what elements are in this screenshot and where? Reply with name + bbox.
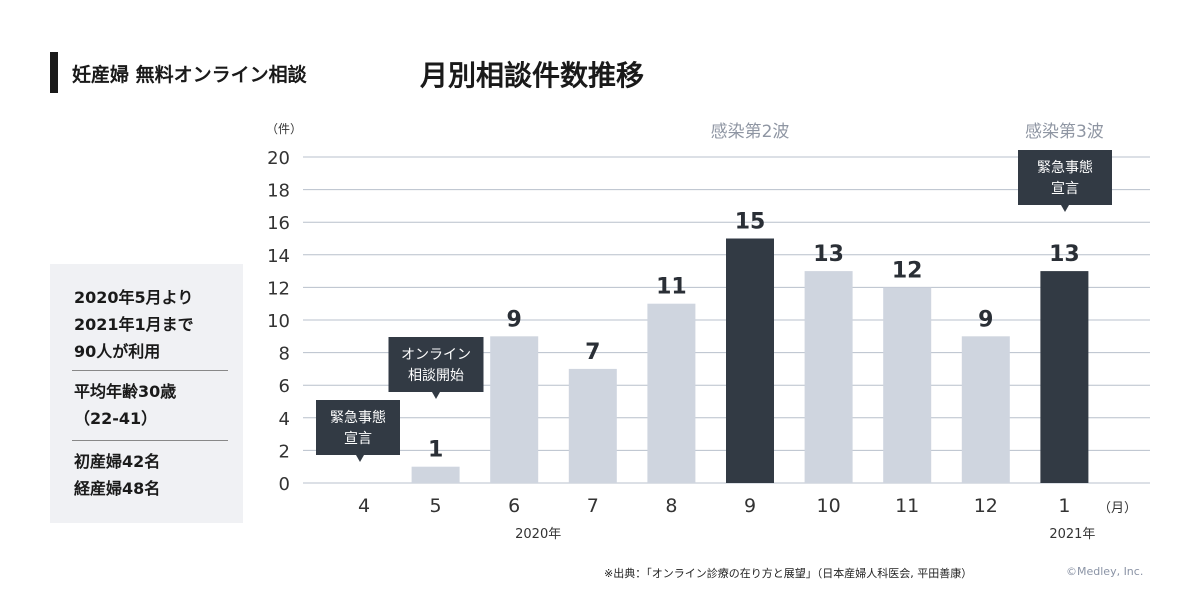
value-label: 11 <box>656 275 687 300</box>
callout-pointer <box>1061 205 1069 212</box>
x-tick-label: 10 <box>817 495 841 517</box>
title-accent-bar <box>50 52 58 93</box>
x-tick-label: 6 <box>508 495 520 517</box>
summary-births: 初産婦42名 経産婦48名 <box>74 452 161 498</box>
summary-panel: 2020年5月より 2021年1月まで 90人が利用 平均年齢30歳 （22-4… <box>50 264 243 523</box>
divider <box>72 440 228 441</box>
year-label: 2021年 <box>1049 527 1095 542</box>
y-tick-label: 10 <box>267 311 290 332</box>
y-tick-label: 2 <box>279 441 290 462</box>
bar-8 <box>647 303 696 483</box>
x-tick-label: 8 <box>665 495 677 517</box>
wave-label: 感染第3波 <box>1025 122 1104 142</box>
value-label: 13 <box>1049 242 1080 267</box>
value-label: 9 <box>978 307 993 332</box>
y-tick-label: 8 <box>279 344 290 365</box>
y-axis-unit: （件） <box>266 122 302 136</box>
x-tick-label: 11 <box>895 495 919 517</box>
x-tick-label: 5 <box>430 495 442 517</box>
x-tick-label: 12 <box>974 495 998 517</box>
source-note: ※出典：「オンライン診療の在り方と展望」（日本産婦人科医会, 平田善康） <box>604 567 973 580</box>
value-label: 9 <box>507 307 522 332</box>
page-title: 月別相談件数推移 <box>420 59 645 92</box>
bar-9 <box>726 238 774 483</box>
callout-text: オンライン <box>401 347 471 363</box>
y-tick-label: 20 <box>267 148 290 169</box>
page-subtitle: 妊産婦 無料オンライン相談 <box>72 64 307 86</box>
y-tick-label: 6 <box>279 376 290 397</box>
y-tick-label: 18 <box>267 181 290 202</box>
bar-10 <box>804 271 853 483</box>
callout-text: 宣言 <box>1051 181 1079 197</box>
x-tick-label: 4 <box>358 495 370 517</box>
summary-period: 2020年5月より 2021年1月まで 90人が利用 <box>74 288 194 361</box>
divider <box>72 370 228 371</box>
value-label: 1 <box>428 438 443 463</box>
y-tick-label: 12 <box>267 278 290 299</box>
bar-1 <box>1040 271 1089 483</box>
copyright: ©Medley, Inc. <box>1066 565 1144 578</box>
value-label: 15 <box>735 210 766 235</box>
y-tick-label: 14 <box>267 246 290 267</box>
callout-pointer <box>356 455 364 462</box>
x-axis-unit: （月） <box>1098 501 1137 516</box>
wave-label: 感染第2波 <box>711 122 790 142</box>
y-tick-label: 0 <box>279 474 290 495</box>
callout-text: 宣言 <box>344 431 372 447</box>
bar-5 <box>411 466 460 483</box>
value-label: 13 <box>813 242 844 267</box>
year-label: 2020年 <box>515 527 561 542</box>
bar-11 <box>883 287 932 483</box>
y-tick-label: 16 <box>267 213 290 234</box>
y-tick-label: 4 <box>279 409 290 430</box>
bar-6 <box>490 336 539 483</box>
callout-text: 緊急事態 <box>330 410 386 426</box>
x-tick-label: 1 <box>1058 495 1070 517</box>
x-tick-label: 9 <box>744 495 756 517</box>
x-tick-label: 7 <box>587 495 599 517</box>
callout-text: 緊急事態 <box>1037 160 1093 176</box>
callout-text: 相談開始 <box>408 368 464 384</box>
bar-7 <box>568 368 617 483</box>
value-label: 7 <box>585 340 600 365</box>
callout-pointer <box>432 392 440 399</box>
callout-box <box>316 400 400 455</box>
callout-box <box>1018 150 1112 205</box>
callout-box <box>388 337 484 392</box>
bar-12 <box>961 336 1010 483</box>
summary-age: 平均年齢30歳 （22-41） <box>74 382 177 428</box>
value-label: 12 <box>892 258 923 283</box>
